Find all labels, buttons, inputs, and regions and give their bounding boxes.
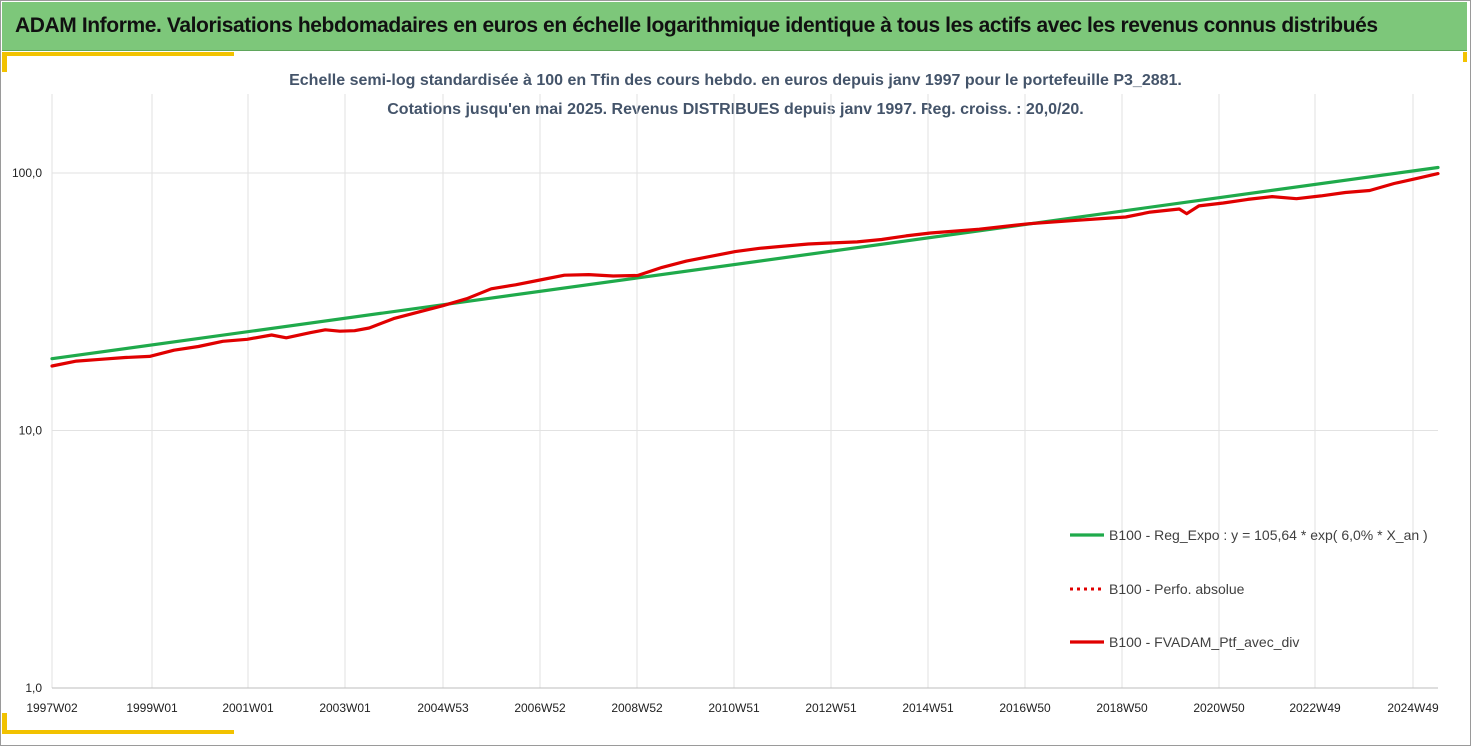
legend-label-2: B100 - FVADAM_Ptf_avec_div xyxy=(1109,634,1299,650)
x-tick-label: 1999W01 xyxy=(126,701,178,715)
y-tick-label: 10,0 xyxy=(19,424,43,438)
report-header: ADAM Informe. Valorisations hebdomadaire… xyxy=(2,2,1467,51)
x-tick-label: 2024W49 xyxy=(1387,701,1439,715)
x-tick-label: 2010W51 xyxy=(708,701,760,715)
chart-subtitle: Cotations jusqu'en mai 2025. Revenus DIS… xyxy=(387,101,1084,118)
chart-title: Echelle semi-log standardisée à 100 en T… xyxy=(289,72,1182,89)
x-tick-label: 2004W53 xyxy=(417,701,469,715)
y-tick-label: 100,0 xyxy=(12,166,42,180)
x-tick-label: 1997W02 xyxy=(26,701,78,715)
x-tick-label: 2003W01 xyxy=(319,701,371,715)
x-tick-label: 2014W51 xyxy=(902,701,954,715)
accent-bar-right xyxy=(1463,52,1467,62)
x-tick-label: 2022W49 xyxy=(1289,701,1341,715)
x-tick-label: 2001W01 xyxy=(222,701,274,715)
x-tick-label: 2006W52 xyxy=(514,701,566,715)
accent-bar-bottom-vertical xyxy=(2,713,7,734)
accent-bar-bottom xyxy=(2,730,234,734)
accent-bar-top xyxy=(2,52,234,56)
x-tick-label: 2018W50 xyxy=(1096,701,1148,715)
legend-label-1: B100 - Perfo. absolue xyxy=(1109,581,1245,597)
x-tick-label: 2020W50 xyxy=(1193,701,1245,715)
x-tick-label: 2008W52 xyxy=(611,701,663,715)
report-title: ADAM Informe. Valorisations hebdomadaire… xyxy=(15,14,1378,37)
y-tick-label: 1,0 xyxy=(25,681,42,695)
legend-label-0: B100 - Reg_Expo : y = 105,64 * exp( 6,0%… xyxy=(1109,527,1428,543)
x-tick-label: 2012W51 xyxy=(805,701,857,715)
accent-bar-top-vertical xyxy=(2,52,7,72)
series-line-2 xyxy=(50,172,1440,368)
series-line-0 xyxy=(50,165,1440,361)
x-tick-label: 2016W50 xyxy=(999,701,1051,715)
